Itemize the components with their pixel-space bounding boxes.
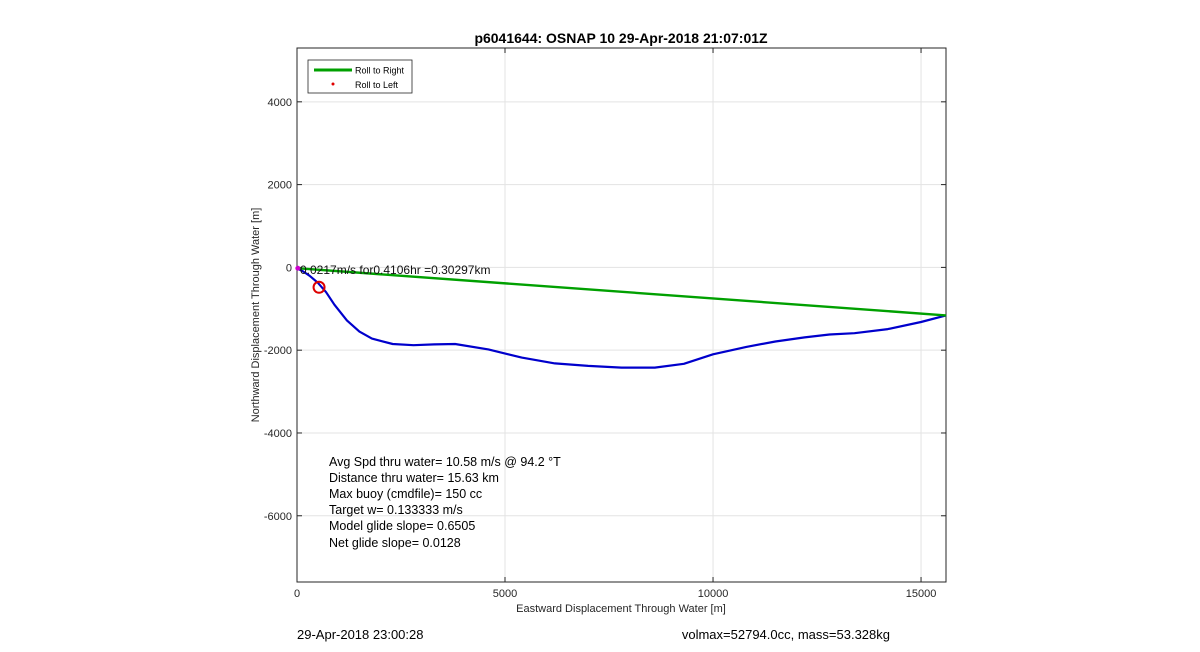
- marker-dot: [295, 265, 301, 271]
- x-tick-label: 10000: [698, 588, 729, 600]
- legend-label-roll-left: Roll to Left: [355, 80, 399, 90]
- series-layer: [296, 267, 947, 369]
- chart-title: p6041644: OSNAP 10 29-Apr-2018 21:07:01Z: [474, 30, 768, 46]
- x-tick-label: 15000: [906, 588, 937, 600]
- x-tick-label: 5000: [493, 588, 517, 600]
- legend-dot-roll-left: [331, 82, 335, 86]
- legend: Roll to Right Roll to Left: [307, 59, 413, 94]
- plot-frame: [296, 47, 947, 583]
- y-axis-label: Northward Displacement Through Water [m]: [250, 208, 262, 423]
- stat-model-glide-slope: Model glide slope= 0.6505: [329, 519, 475, 533]
- legend-box: [307, 59, 413, 94]
- footer-volmax-mass: volmax=52794.0cc, mass=53.328kg: [681, 627, 890, 642]
- y-tick-label: -2000: [264, 345, 292, 357]
- stat-target-w: Target w= 0.133333 m/s: [329, 503, 463, 517]
- series-track-line: [296, 267, 947, 369]
- y-tick-label: 4000: [268, 97, 292, 109]
- markers-layer: [295, 265, 326, 294]
- y-tick-label: -4000: [264, 428, 292, 440]
- grid: [296, 48, 946, 582]
- stats-block: Avg Spd thru water= 10.58 m/s @ 94.2 °T …: [329, 455, 561, 550]
- legend-label-roll-right: Roll to Right: [355, 66, 405, 76]
- x-axis-label: Eastward Displacement Through Water [m]: [516, 603, 726, 615]
- start-label: 0.0217m/s for0.4106hr =0.30297km: [300, 263, 490, 277]
- stat-net-glide-slope: Net glide slope= 0.0128: [329, 536, 461, 550]
- footer-timestamp: 29-Apr-2018 23:00:28: [297, 627, 424, 642]
- marker-circle: [312, 280, 326, 294]
- series-net-displacement-line: [296, 267, 947, 317]
- ticks: 0 5000 10000 15000 -6000 -4000 -2000 0 2000 4000: [264, 48, 946, 600]
- stat-distance: Distance thru water= 15.63 km: [329, 471, 499, 485]
- y-tick-label: 2000: [268, 180, 292, 192]
- stat-max-buoy: Max buoy (cmdfile)= 150 cc: [329, 487, 482, 501]
- stat-avg-speed: Avg Spd thru water= 10.58 m/s @ 94.2 °T: [329, 455, 561, 469]
- y-tick-label: 0: [286, 262, 292, 274]
- y-tick-label: -6000: [264, 511, 292, 523]
- x-tick-label: 0: [294, 588, 300, 600]
